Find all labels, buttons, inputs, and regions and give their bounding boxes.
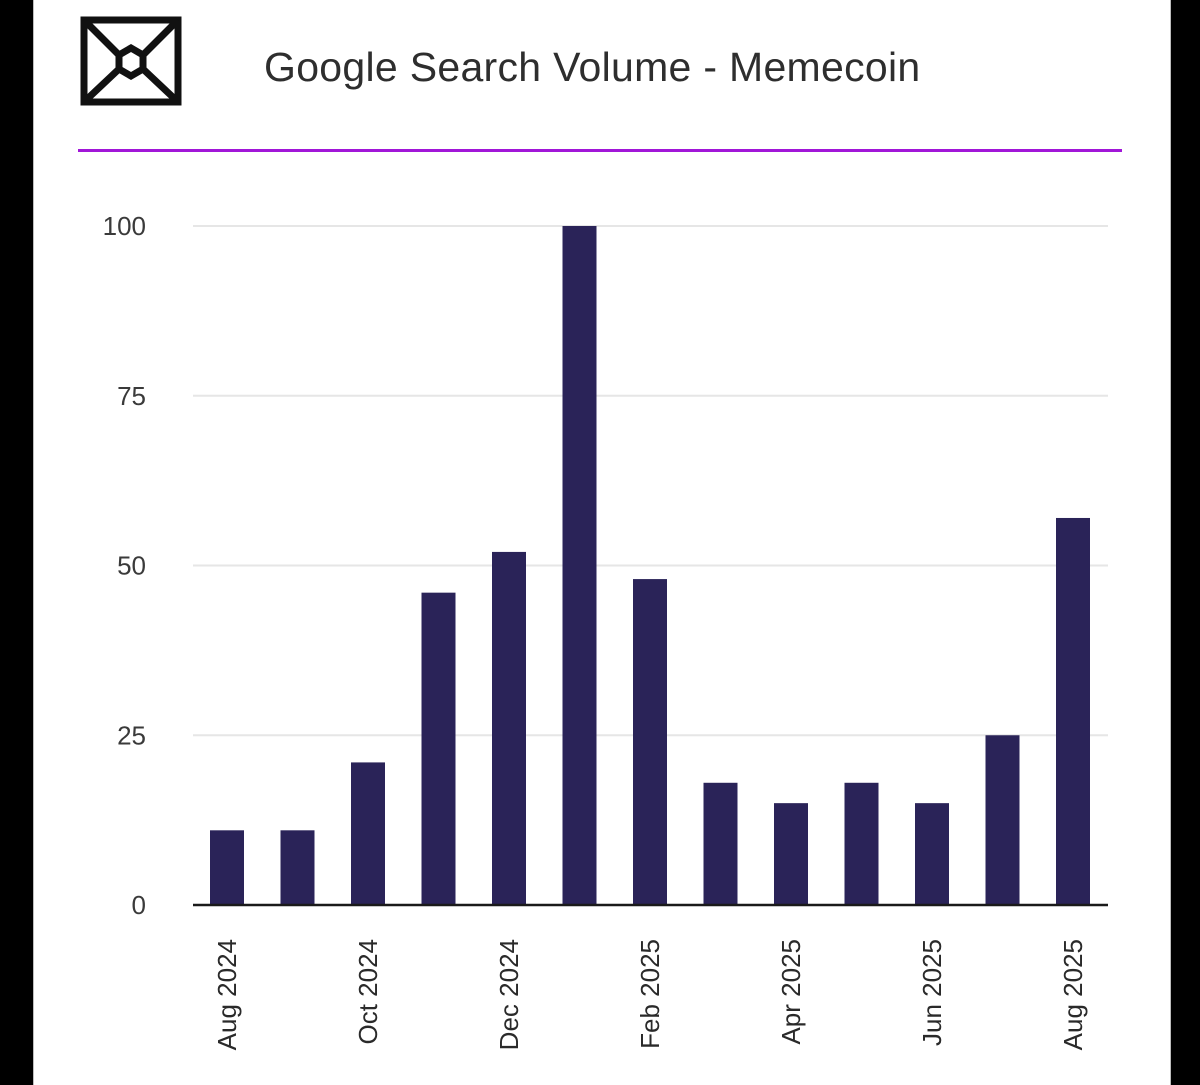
- bar-jun-2025: [915, 803, 949, 905]
- bar-feb-2025: [633, 579, 667, 905]
- x-tick-label: Aug 2024: [212, 939, 242, 1050]
- chart-title: Google Search Volume - Memecoin: [264, 44, 921, 90]
- bar-apr-2025: [774, 803, 808, 905]
- x-tick-label: Oct 2024: [353, 939, 383, 1045]
- bar-may-2025: [844, 782, 879, 905]
- x-tick-label: Apr 2025: [776, 939, 806, 1045]
- y-tick-label: 75: [117, 381, 146, 411]
- y-tick-label: 50: [117, 551, 146, 581]
- y-tick-label: 0: [132, 890, 146, 920]
- title-divider: [78, 149, 1122, 152]
- bar-dec-2024: [492, 551, 526, 905]
- x-tick-label: Aug 2025: [1058, 939, 1088, 1050]
- bars: [210, 226, 1090, 905]
- y-tick-label: 25: [117, 720, 146, 750]
- y-tick-label: 100: [103, 211, 146, 241]
- bar-aug-2025: [1056, 517, 1090, 905]
- bar-jan-2025: [562, 226, 597, 905]
- bar-sep-2024: [280, 830, 315, 905]
- bar-oct-2024: [351, 762, 385, 905]
- y-axis-ticks: 0 25 50 75 100: [103, 211, 146, 920]
- cube-logo-icon: [80, 16, 182, 106]
- bar-nov-2024: [421, 592, 456, 905]
- x-tick-label: Jun 2025: [917, 939, 947, 1046]
- x-tick-label: Feb 2025: [635, 939, 665, 1049]
- bar-aug-2024: [210, 830, 244, 905]
- bar-jul-2025: [985, 735, 1020, 905]
- x-tick-label: Dec 2024: [494, 939, 524, 1050]
- x-axis-ticks: Aug 2024 Oct 2024 Dec 2024 Feb 2025 Apr 2025…: [212, 939, 1088, 1050]
- bar-mar-2025: [703, 782, 738, 905]
